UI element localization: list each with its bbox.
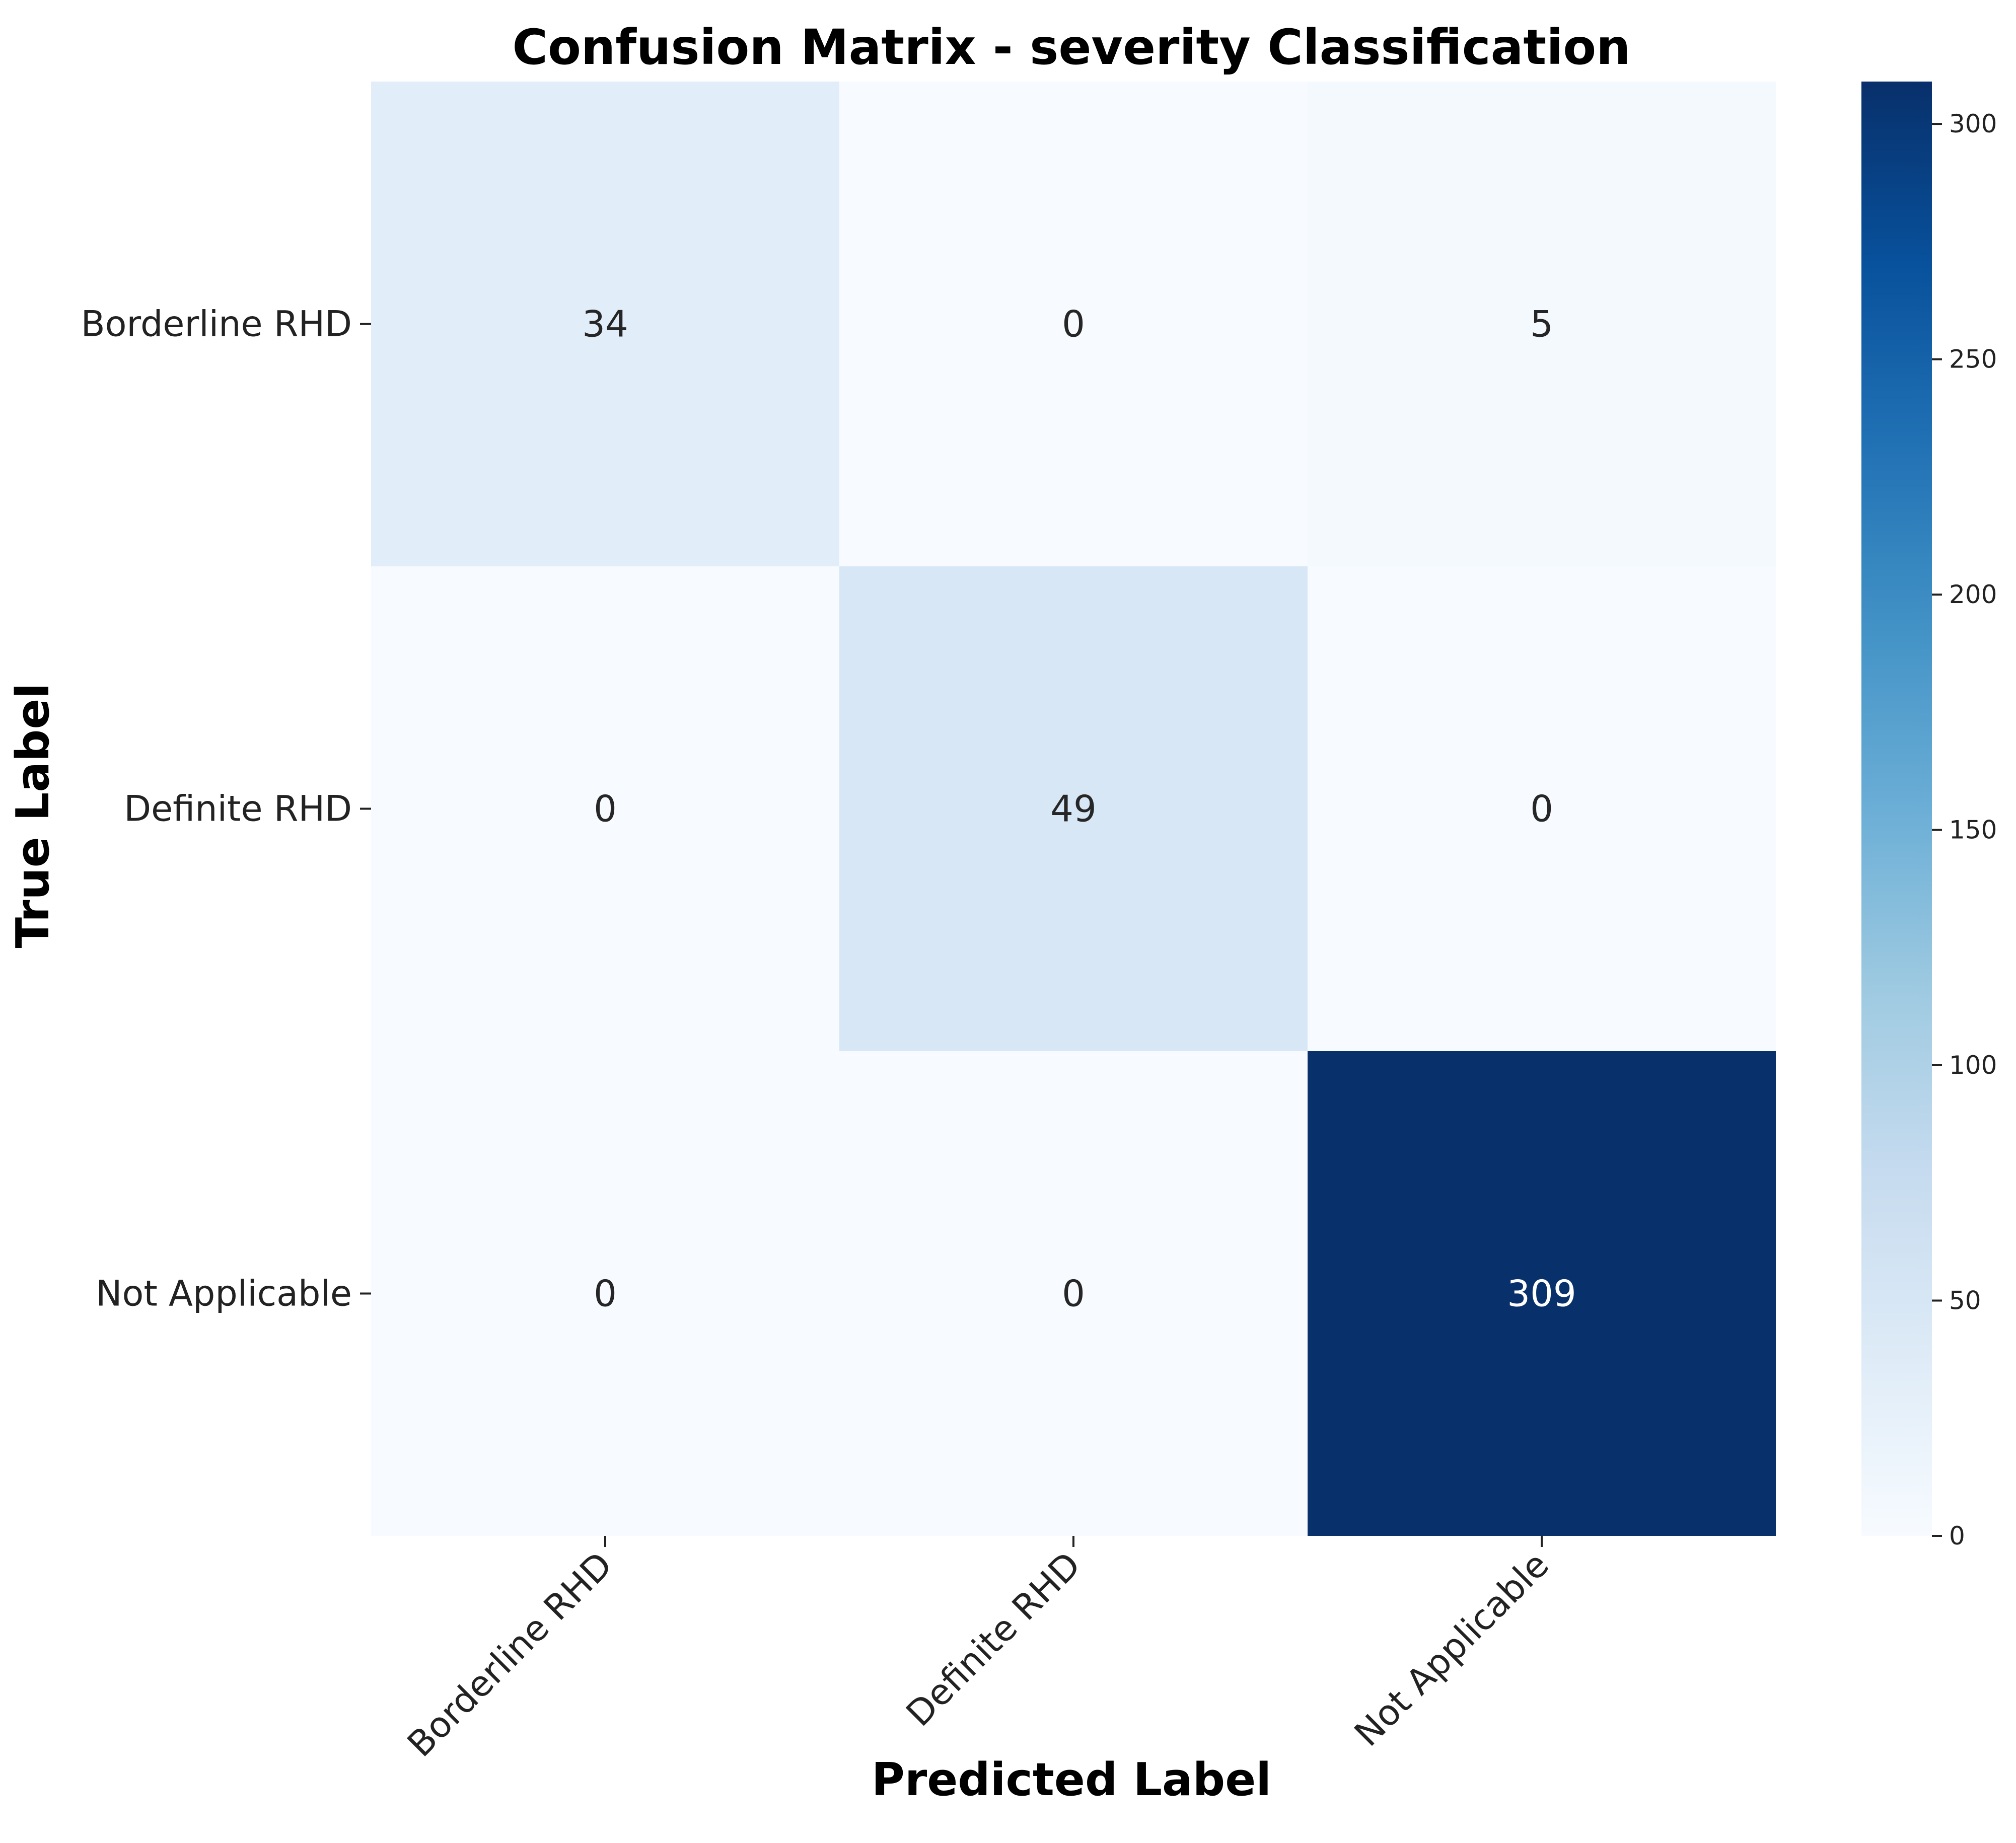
x-tick-label-1: Definite RHD [898,1544,1089,1734]
colorbar-tick-label-3: 150 [1949,816,1997,845]
colorbar-tick-label-2: 100 [1949,1051,1997,1080]
cell-value-r0-c1: 0 [1062,303,1085,345]
colorbar-tick-label-1: 50 [1949,1286,1981,1315]
heatmap-cell-r2-c1 [839,1051,1308,1536]
y-tick-label-2: Not Applicable [96,1273,352,1314]
colorbar-tick-label-6: 300 [1949,109,1997,138]
y-tick-label-0: Borderline RHD [81,304,352,345]
cell-value-r2-c0: 0 [594,1273,617,1315]
heatmap-cell-r0-c2 [1308,82,1776,566]
cell-value-r0-c0: 34 [582,303,628,345]
heatmap-cell-r2-c0 [371,1051,839,1536]
colorbar-ticks: 0 50 100 150 200 250 300 [1932,109,1997,1551]
heatmap-cell-r1-c1 [839,566,1308,1051]
heatmap-cell-r0-c0 [371,82,839,566]
x-axis-ticks: Borderline RHD Definite RHD Not Applicable [399,1536,1557,1765]
heatmap-cell-labels: 34 0 5 0 49 0 0 0 309 [582,303,1576,1315]
x-tick-label-0: Borderline RHD [399,1544,620,1765]
heatmap-cell-r1-c0 [371,566,839,1051]
x-axis-label: Predicted Label [872,1753,1271,1806]
cell-value-r2-c1: 0 [1062,1273,1085,1315]
cell-value-r1-c1: 49 [1050,788,1097,830]
colorbar [1861,82,1932,1536]
heatmap-cells [371,82,1776,1536]
heatmap-cell-r2-c2 [1308,1051,1776,1536]
cell-value-r2-c2: 309 [1507,1273,1576,1315]
cell-value-r1-c2: 0 [1530,788,1553,830]
y-tick-label-1: Definite RHD [124,788,352,830]
colorbar-tick-label-0: 0 [1949,1521,1965,1551]
chart-title: Confusion Matrix - severity Classificati… [512,19,1630,76]
x-tick-label-2: Not Applicable [1346,1544,1557,1754]
colorbar-tick-label-4: 200 [1949,580,1997,609]
y-axis-label: True Label [7,683,59,948]
colorbar-tick-label-5: 250 [1949,345,1997,374]
heatmap-cell-r1-c2 [1308,566,1776,1051]
cell-value-r0-c2: 5 [1530,303,1553,345]
cell-value-r1-c0: 0 [594,788,617,830]
y-axis-ticks: Borderline RHD Definite RHD Not Applicable [81,304,371,1314]
heatmap-cell-r0-c1 [839,82,1308,566]
